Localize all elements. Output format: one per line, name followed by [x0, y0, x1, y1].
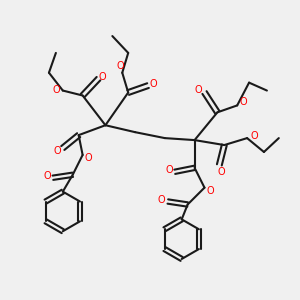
Text: O: O [52, 85, 60, 94]
Text: O: O [53, 146, 61, 156]
Text: O: O [239, 98, 247, 107]
Text: O: O [207, 186, 214, 196]
Text: O: O [195, 85, 203, 94]
Text: O: O [85, 153, 92, 163]
Text: O: O [157, 194, 165, 205]
Text: O: O [149, 79, 157, 88]
Text: O: O [116, 61, 124, 71]
Text: O: O [218, 167, 225, 177]
Text: O: O [99, 72, 106, 82]
Text: O: O [165, 165, 172, 175]
Text: O: O [43, 171, 51, 181]
Text: O: O [250, 131, 258, 141]
